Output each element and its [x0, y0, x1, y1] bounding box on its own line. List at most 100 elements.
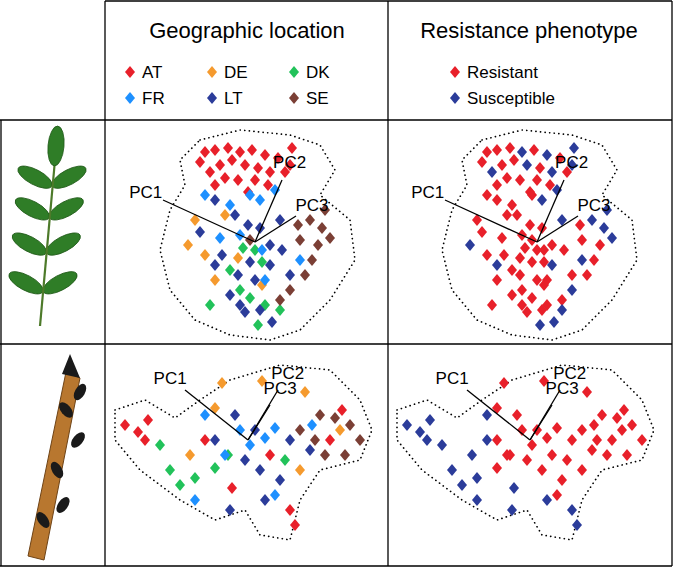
point [527, 189, 537, 201]
point [143, 414, 153, 426]
point [482, 409, 492, 421]
table-border [0, 120, 1, 566]
point [280, 454, 290, 466]
point [325, 434, 335, 446]
point [529, 144, 539, 156]
point [517, 146, 527, 158]
legend-marker [289, 66, 299, 78]
legend-marker [125, 66, 135, 78]
point [210, 462, 220, 474]
point [305, 444, 315, 456]
point [265, 449, 275, 461]
point [575, 219, 585, 231]
legend-label: SE [306, 89, 329, 108]
point [499, 249, 509, 261]
point [415, 426, 425, 438]
point [552, 422, 562, 434]
point [582, 386, 592, 398]
legend-item: FR [125, 89, 165, 108]
loading-line [467, 390, 530, 440]
point [155, 439, 165, 451]
point [225, 199, 235, 211]
point [200, 249, 210, 261]
point [210, 194, 220, 206]
legend-marker [450, 66, 460, 78]
point [210, 144, 220, 156]
twig-bud [56, 400, 75, 420]
point [532, 274, 542, 286]
point [572, 519, 582, 531]
point [307, 254, 317, 266]
point [255, 194, 265, 206]
point [552, 184, 562, 196]
point [270, 489, 280, 501]
leaflet [46, 125, 65, 166]
point [517, 284, 527, 296]
point [210, 179, 220, 191]
point [245, 189, 255, 201]
point [240, 159, 250, 171]
loading-label: PC3 [296, 196, 329, 215]
point [467, 449, 477, 461]
twig-bud [71, 382, 89, 403]
point [295, 254, 305, 266]
point [522, 159, 532, 171]
point [492, 402, 502, 414]
point [227, 154, 237, 166]
point [487, 166, 497, 178]
point [285, 269, 295, 281]
legend-item: Susceptible [450, 89, 555, 108]
loading-label: PC3 [546, 379, 579, 398]
point [567, 269, 577, 281]
point [547, 239, 557, 251]
point [472, 494, 482, 506]
plot-area [442, 130, 637, 340]
point [220, 449, 230, 461]
point [225, 289, 235, 301]
legend-label: Susceptible [467, 89, 555, 108]
point [582, 269, 592, 281]
point [260, 274, 270, 286]
figure: Geographic locationATDEDKFRLTSEPC1PC2PC3… [0, 0, 675, 567]
point [512, 209, 522, 221]
legend-label: DE [224, 63, 248, 82]
sample-outline [397, 365, 654, 540]
point [270, 422, 280, 434]
point [465, 239, 475, 251]
legend-label: FR [142, 89, 165, 108]
point [527, 256, 537, 268]
point [133, 426, 143, 438]
point [183, 239, 193, 251]
legend-marker [207, 92, 217, 104]
point [577, 234, 587, 246]
point [612, 412, 622, 424]
legend-marker [289, 92, 299, 104]
point [502, 172, 512, 184]
point [340, 449, 350, 461]
point [205, 299, 215, 311]
point [492, 144, 502, 156]
point [547, 449, 557, 461]
sample-outline [115, 365, 372, 540]
point [243, 219, 253, 231]
legend-label: AT [142, 63, 162, 82]
plot-area [115, 365, 372, 540]
point [260, 149, 270, 161]
point [220, 209, 230, 221]
point [255, 464, 265, 476]
point [525, 219, 535, 231]
loading-label: PC1 [436, 369, 469, 388]
point [597, 409, 607, 421]
point [215, 232, 225, 244]
point [532, 244, 542, 256]
point [300, 386, 310, 398]
leaflet [6, 267, 47, 298]
point [233, 269, 243, 281]
point [515, 174, 525, 186]
point [595, 239, 605, 251]
point [250, 274, 260, 286]
column-title: Geographic location [149, 18, 345, 43]
point [300, 269, 310, 281]
point [472, 472, 482, 484]
point [253, 319, 263, 331]
